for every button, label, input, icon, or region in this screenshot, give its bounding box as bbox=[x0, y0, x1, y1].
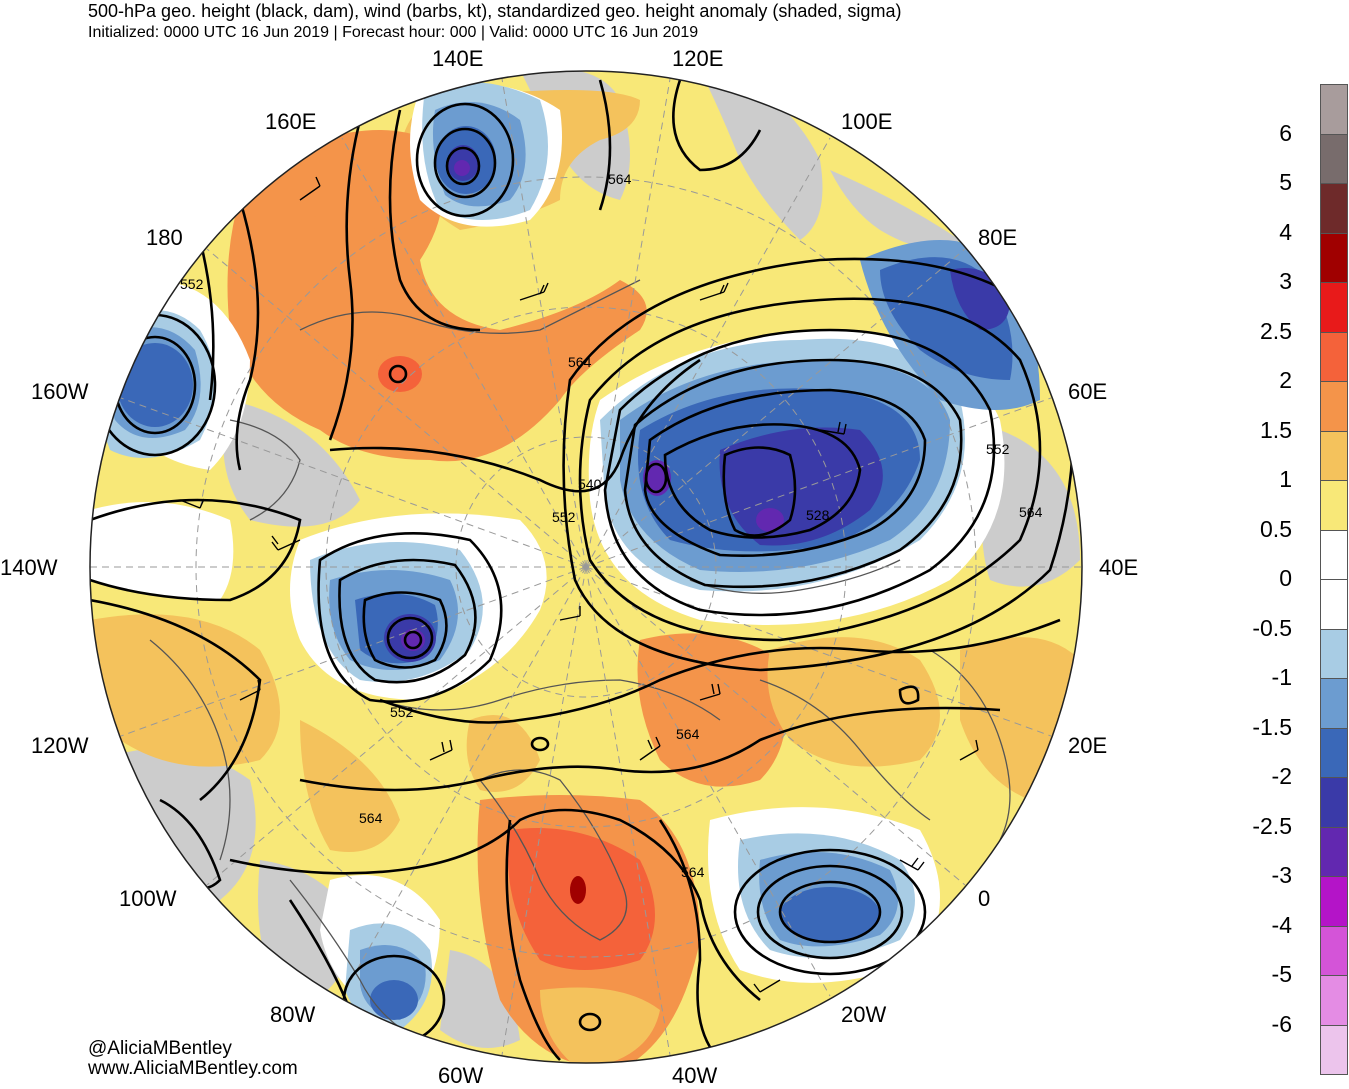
lon-label-100w: 100W bbox=[119, 886, 177, 911]
colorbar-label: 0 bbox=[1279, 565, 1292, 591]
colorbar-label: 1.5 bbox=[1260, 416, 1292, 443]
colorbar-segment bbox=[1320, 331, 1348, 382]
colorbar-label: -5 bbox=[1271, 961, 1292, 987]
colorbar-label: -3 bbox=[1271, 862, 1292, 888]
colorbar-label: 3 bbox=[1279, 268, 1292, 294]
contour-label: 564 bbox=[676, 726, 700, 742]
contour-label: 564 bbox=[359, 810, 383, 826]
lon-label-80w: 80W bbox=[270, 1002, 316, 1027]
colorbar-segment bbox=[1320, 777, 1348, 828]
colorbar-segment bbox=[1320, 282, 1348, 333]
colorbar-segment bbox=[1320, 925, 1348, 976]
colorbar-label: -6 bbox=[1271, 1010, 1292, 1037]
lon-label-100e: 100E bbox=[841, 109, 893, 134]
lon-label-140e: 140E bbox=[432, 46, 484, 71]
colorbar-label: -1.5 bbox=[1252, 713, 1292, 740]
colorbar-label: 2.5 bbox=[1260, 317, 1292, 344]
contour-label: 564 bbox=[568, 354, 592, 370]
contour-label: 564 bbox=[1019, 504, 1043, 520]
map-border bbox=[89, 70, 1083, 1064]
contour-labels: 564 552 564 540 552 552 528 564 552 564 … bbox=[180, 171, 1043, 880]
colorbar-segment bbox=[1320, 381, 1348, 432]
colorbar-segment bbox=[1320, 133, 1348, 184]
colorbar-segment bbox=[1320, 430, 1348, 481]
contour-label: 564 bbox=[608, 171, 632, 187]
lon-label-80e: 80E bbox=[978, 225, 1018, 250]
colorbar-label: 1 bbox=[1279, 466, 1292, 492]
colorbar-label: -2.5 bbox=[1252, 812, 1292, 839]
colorbar-label: 0.5 bbox=[1260, 515, 1292, 542]
colorbar-label: -0.5 bbox=[1252, 614, 1292, 641]
anomaly-shading-cold bbox=[96, 82, 1040, 1030]
contour-label: 564 bbox=[681, 864, 705, 880]
contour-label: 552 bbox=[180, 276, 204, 292]
colorbar-label: 4 bbox=[1279, 218, 1292, 245]
colorbar-segment bbox=[1320, 1024, 1348, 1075]
contour-label: 540 bbox=[578, 476, 602, 492]
colorbar-label: 6 bbox=[1279, 119, 1292, 146]
colorbar-label: -4 bbox=[1271, 911, 1292, 938]
colorbar-segment bbox=[1320, 529, 1348, 580]
lon-label-20e: 20E bbox=[1068, 733, 1108, 758]
colorbar-segment bbox=[1320, 975, 1348, 1026]
lon-label-160e: 160E bbox=[265, 109, 317, 134]
coastlines bbox=[149, 279, 1011, 1041]
colorbar-segment bbox=[1320, 579, 1348, 630]
colorbar-label: 5 bbox=[1279, 169, 1292, 195]
contour-label: 552 bbox=[390, 704, 414, 720]
colorbar-segment bbox=[1320, 628, 1348, 679]
contour-label: 552 bbox=[552, 509, 576, 525]
lon-label-160w: 160W bbox=[31, 379, 89, 404]
lon-label-40w: 40W bbox=[672, 1063, 718, 1088]
lon-label-60w: 60W bbox=[438, 1063, 484, 1088]
colorbar-segment bbox=[1320, 826, 1348, 877]
colorbar-label: 2 bbox=[1279, 367, 1292, 393]
credit-handle: @AliciaMBentley bbox=[88, 1038, 232, 1059]
colorbar-segment bbox=[1320, 876, 1348, 927]
lon-label-40e: 40E bbox=[1099, 555, 1139, 580]
lon-label-180: 180 bbox=[146, 225, 183, 250]
colorbar-segment bbox=[1320, 727, 1348, 778]
colorbar-label: -2 bbox=[1271, 763, 1292, 789]
colorbar-segment bbox=[1320, 183, 1348, 234]
contour-label: 552 bbox=[986, 441, 1010, 457]
lon-label-20w: 20W bbox=[841, 1002, 887, 1027]
colorbar: 6 5 4 3 2.5 2 1.5 1 0.5 0 -0.5 -1 -1.5 -2 -2.5 -3 -4 -5 -6 bbox=[1252, 84, 1348, 1075]
lon-label-120e: 120E bbox=[672, 46, 724, 71]
lon-label-60e: 60E bbox=[1068, 379, 1108, 404]
colorbar-label: -1 bbox=[1271, 664, 1292, 690]
map-title: 500-hPa geo. height (black, dam), wind (… bbox=[88, 1, 902, 21]
lon-label-0: 0 bbox=[978, 886, 991, 911]
colorbar-segment bbox=[1320, 84, 1348, 135]
lon-label-140w: 140W bbox=[0, 555, 58, 580]
colorbar-segment bbox=[1320, 480, 1348, 531]
contour-label: 528 bbox=[806, 507, 830, 523]
lon-label-120w: 120W bbox=[31, 733, 89, 758]
map-subtitle: Initialized: 0000 UTC 16 Jun 2019 | Fore… bbox=[88, 24, 699, 41]
credit-website: www.AliciaMBentley.com bbox=[88, 1058, 298, 1079]
wind-barbs bbox=[179, 176, 979, 993]
colorbar-segment bbox=[1320, 678, 1348, 729]
colorbar-segment bbox=[1320, 232, 1348, 283]
